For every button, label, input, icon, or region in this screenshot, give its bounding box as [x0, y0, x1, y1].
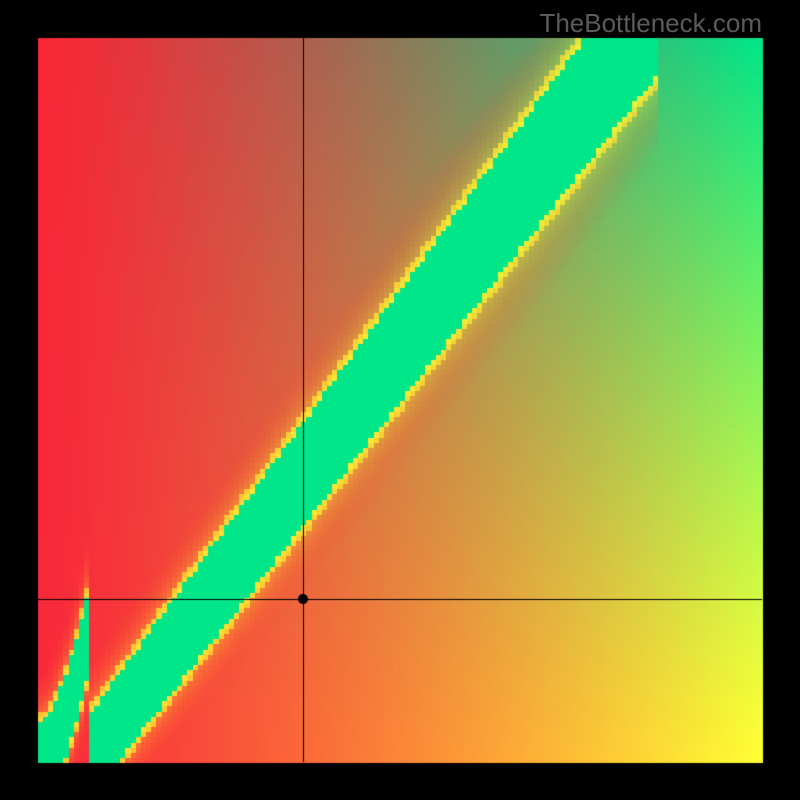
bottleneck-heatmap [0, 0, 800, 800]
watermark-text: TheBottleneck.com [539, 8, 762, 39]
